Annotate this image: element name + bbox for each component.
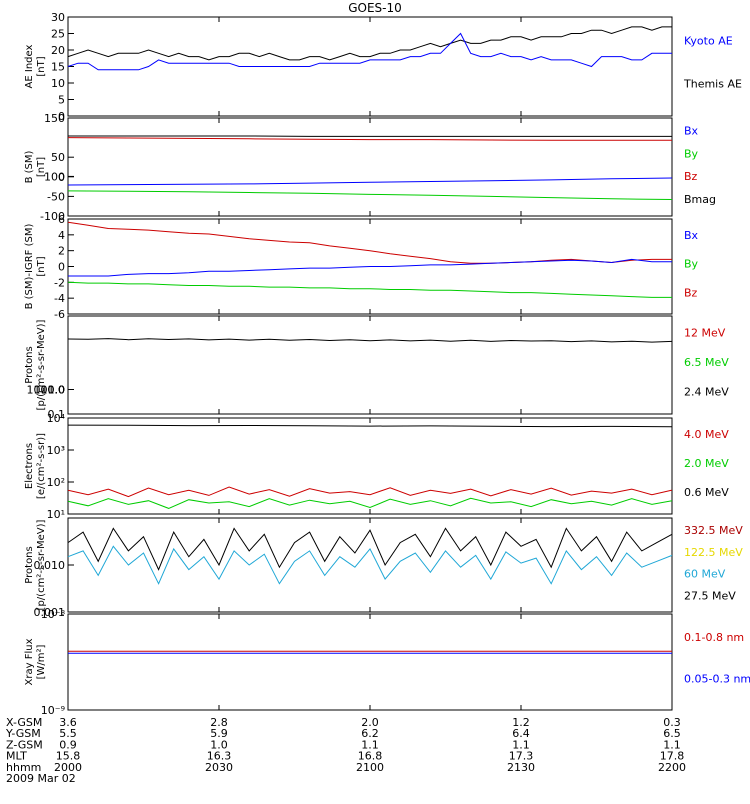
y-tick-label: -6: [54, 308, 65, 321]
y-tick-label: 25: [51, 28, 65, 41]
y-tick-label: -50: [47, 190, 65, 203]
series-line-2-0: [68, 222, 672, 263]
y-tick-label: 2: [58, 245, 65, 258]
panel-frame: [68, 316, 672, 414]
x-row-value: 2200: [658, 761, 686, 774]
legend-entry: Kyoto AE: [684, 35, 733, 48]
legend-entry: By: [684, 258, 699, 271]
y-tick-label: 0: [58, 261, 65, 274]
y-tick-label: 150: [44, 112, 65, 125]
series-line-2-2: [68, 282, 672, 297]
legend-entry: 2.4 MeV: [684, 386, 729, 399]
panel-frame: [68, 418, 672, 514]
legend-entry: 2.0 MeV: [684, 457, 729, 470]
panel-frame: [68, 518, 672, 612]
legend-entry: 6.5 MeV: [684, 356, 729, 369]
y-axis-label: B (SM)-IGRF (SM)[nT]: [24, 224, 47, 310]
x-row-value: 2100: [356, 761, 384, 774]
legend-entry: 27.5 MeV: [684, 590, 736, 603]
y-axis-label: Protons[p/(cm²-s-sr-MeV)]: [24, 319, 47, 410]
y-axis-label: AE Index[nT]: [24, 44, 47, 88]
legend-entry: Bx: [684, 229, 699, 242]
y-axis-label: Xray Flux[W/m²]: [24, 638, 47, 685]
legend-entry: Bx: [684, 125, 699, 138]
y-tick-label: 15: [51, 61, 65, 74]
series-line-0-0: [68, 27, 672, 60]
y-axis-label: Electrons[e/(cm²-s-sr)]: [24, 433, 47, 499]
y-tick-label: 10¹: [47, 508, 65, 521]
legend-entry: 12 MeV: [684, 326, 726, 339]
x-row-value: 2130: [507, 761, 535, 774]
y-tick-label: -4: [54, 292, 65, 305]
legend-entry: Themis AE: [683, 78, 742, 91]
y-tick-label: 10: [51, 77, 65, 90]
panel-frame: [68, 17, 672, 116]
panel-frame: [68, 118, 672, 216]
y-tick-label: 10⁻⁸: [41, 608, 66, 621]
legend-entry: 0.1-0.8 nm: [684, 631, 744, 644]
y-tick-label: 50: [51, 151, 65, 164]
legend-entry: 122.5 MeV: [684, 546, 743, 559]
series-line-5-1: [68, 546, 672, 583]
y-tick-label: 30: [51, 11, 65, 24]
series-line-1-3: [68, 191, 672, 200]
legend-entry: 4.0 MeV: [684, 428, 729, 441]
series-line-2-1: [68, 259, 672, 276]
chart-title: GOES-10: [348, 1, 402, 15]
series-line-0-1: [68, 34, 672, 70]
y-tick-label: 10³: [47, 444, 65, 457]
legend-entry: Bz: [684, 170, 698, 183]
y-tick-label: -2: [54, 276, 65, 289]
y-tick-label: 10²: [47, 476, 65, 489]
y-tick-label: 10⁴: [47, 412, 66, 425]
legend-entry: Bmag: [684, 193, 716, 206]
legend-entry: 60 MeV: [684, 568, 726, 581]
legend-entry: By: [684, 147, 699, 160]
series-line-4-0: [68, 425, 672, 427]
series-line-1-2: [68, 178, 672, 185]
date-label: 2009 Mar 02: [6, 772, 76, 785]
legend-entry: 332.5 MeV: [684, 524, 743, 537]
series-line-3-0: [68, 339, 672, 343]
y-tick-label: 100: [44, 170, 65, 183]
series-line-1-1: [68, 138, 672, 141]
y-tick-label: 20: [51, 44, 65, 57]
series-line-4-1: [68, 487, 672, 497]
y-tick-label: 5: [58, 94, 65, 107]
y-axis-label: Protons[p/(cm²-s-sr-MeV)]: [24, 519, 47, 610]
legend-entry: Bz: [684, 286, 698, 299]
legend-entry: 0.6 MeV: [684, 486, 729, 499]
series-line-4-2: [68, 498, 672, 508]
x-row-value: 2030: [205, 761, 233, 774]
y-tick-label: 6: [58, 213, 65, 226]
legend-entry: 0.05-0.3 nm: [684, 673, 750, 686]
y-tick-label: 4: [58, 229, 65, 242]
panel-frame: [68, 614, 672, 710]
